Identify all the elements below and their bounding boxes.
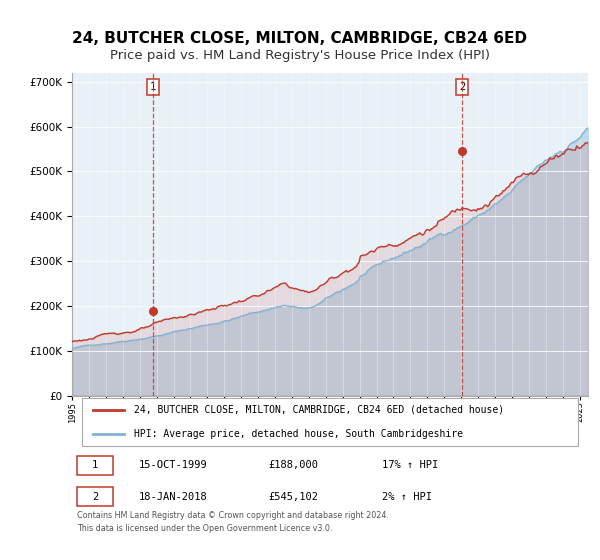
Text: Price paid vs. HM Land Registry's House Price Index (HPI): Price paid vs. HM Land Registry's House … bbox=[110, 49, 490, 62]
FancyBboxPatch shape bbox=[82, 398, 578, 446]
Text: £188,000: £188,000 bbox=[268, 460, 318, 470]
Text: 1: 1 bbox=[92, 460, 98, 470]
Text: 24, BUTCHER CLOSE, MILTON, CAMBRIDGE, CB24 6ED: 24, BUTCHER CLOSE, MILTON, CAMBRIDGE, CB… bbox=[73, 31, 527, 46]
FancyBboxPatch shape bbox=[77, 456, 113, 475]
Text: 1: 1 bbox=[150, 82, 156, 92]
Text: 18-JAN-2018: 18-JAN-2018 bbox=[139, 492, 208, 502]
Text: HPI: Average price, detached house, South Cambridgeshire: HPI: Average price, detached house, Sout… bbox=[134, 429, 463, 439]
Text: 17% ↑ HPI: 17% ↑ HPI bbox=[382, 460, 438, 470]
Text: 24, BUTCHER CLOSE, MILTON, CAMBRIDGE, CB24 6ED (detached house): 24, BUTCHER CLOSE, MILTON, CAMBRIDGE, CB… bbox=[134, 405, 504, 414]
Text: 2: 2 bbox=[459, 82, 465, 92]
Text: 2: 2 bbox=[92, 492, 98, 502]
Text: Contains HM Land Registry data © Crown copyright and database right 2024.
This d: Contains HM Land Registry data © Crown c… bbox=[77, 511, 389, 533]
FancyBboxPatch shape bbox=[77, 487, 113, 506]
Text: 2% ↑ HPI: 2% ↑ HPI bbox=[382, 492, 431, 502]
Text: £545,102: £545,102 bbox=[268, 492, 318, 502]
Text: 15-OCT-1999: 15-OCT-1999 bbox=[139, 460, 208, 470]
